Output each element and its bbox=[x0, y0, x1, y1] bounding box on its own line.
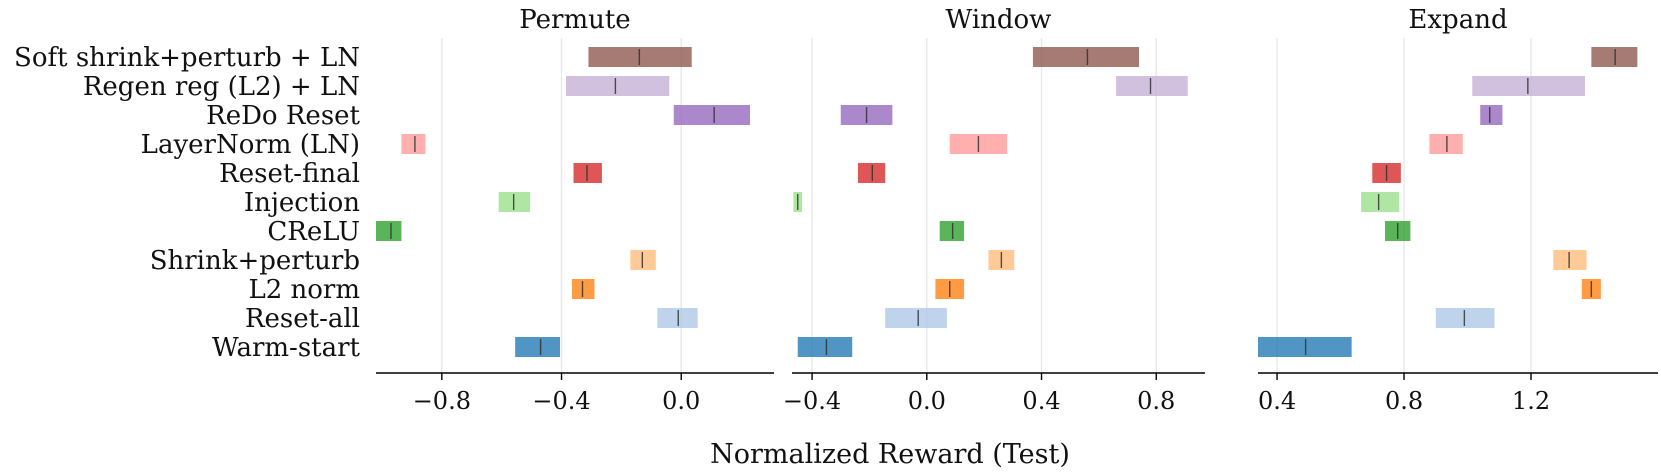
x-tick-label: 0.0 bbox=[662, 387, 700, 415]
x-tick-label: 0.4 bbox=[1258, 387, 1296, 415]
method-label: Soft shrink+perturb + LN bbox=[14, 43, 360, 73]
x-tick-label: −0.4 bbox=[783, 387, 841, 415]
interval-bar bbox=[1591, 47, 1638, 67]
interval-bar bbox=[572, 279, 595, 299]
interval-bar bbox=[566, 76, 670, 96]
interval-bar bbox=[857, 163, 886, 183]
x-tick-label: 0.8 bbox=[1385, 387, 1423, 415]
interval-bar bbox=[498, 192, 531, 212]
x-tick-label: −0.4 bbox=[532, 387, 590, 415]
interval-bar bbox=[673, 105, 751, 125]
x-tick-label: 1.2 bbox=[1512, 387, 1550, 415]
method-label: Regen reg (L2) + LN bbox=[83, 72, 360, 102]
interval-bar bbox=[401, 134, 426, 154]
interval-bar bbox=[797, 337, 853, 357]
panel-title: Window bbox=[946, 5, 1052, 35]
x-tick-label: −0.8 bbox=[413, 387, 471, 415]
interval-bar bbox=[515, 337, 561, 357]
interval-bar bbox=[1258, 337, 1352, 357]
interval-bar bbox=[573, 163, 602, 183]
x-tick-label: 0.4 bbox=[1022, 387, 1060, 415]
interval-bar bbox=[1480, 105, 1503, 125]
interval-bar bbox=[885, 308, 947, 328]
interval-bar bbox=[1553, 250, 1587, 270]
interval-bar bbox=[630, 250, 656, 270]
interval-bar bbox=[588, 47, 692, 67]
method-label: ReDo Reset bbox=[206, 101, 360, 131]
x-tick-label: 0.0 bbox=[908, 387, 946, 415]
method-label: Reset-all bbox=[245, 304, 360, 334]
interval-bar bbox=[1472, 76, 1585, 96]
x-axis-label: Normalized Reward (Test) bbox=[710, 439, 1070, 470]
method-label: L2 norm bbox=[248, 275, 360, 305]
method-label: Injection bbox=[244, 188, 360, 218]
interval-bar bbox=[1032, 47, 1140, 67]
panel-permute: Permute −0.8 −0.4 0.0 bbox=[376, 5, 774, 415]
interval-bar bbox=[376, 221, 402, 241]
method-label: Warm-start bbox=[212, 333, 361, 363]
interval-bar bbox=[1435, 308, 1495, 328]
panel-title: Permute bbox=[519, 5, 630, 35]
interval-bar bbox=[1361, 192, 1400, 212]
method-label: LayerNorm (LN) bbox=[141, 130, 360, 160]
interval-bar bbox=[939, 221, 965, 241]
panel-expand: Expand 0.4 0.8 1.2 bbox=[1258, 5, 1658, 415]
x-tick-label: 0.8 bbox=[1137, 387, 1175, 415]
method-label: Shrink+perturb bbox=[150, 246, 360, 276]
interval-bar bbox=[1116, 76, 1188, 96]
method-label: CReLU bbox=[267, 217, 360, 247]
interval-bar bbox=[1429, 134, 1463, 154]
panel-window: Window −0.4 0.0 0.4 0.8 bbox=[783, 5, 1205, 415]
method-label: Reset-final bbox=[219, 159, 360, 189]
interval-bar bbox=[657, 308, 698, 328]
panel-title: Expand bbox=[1408, 5, 1507, 35]
